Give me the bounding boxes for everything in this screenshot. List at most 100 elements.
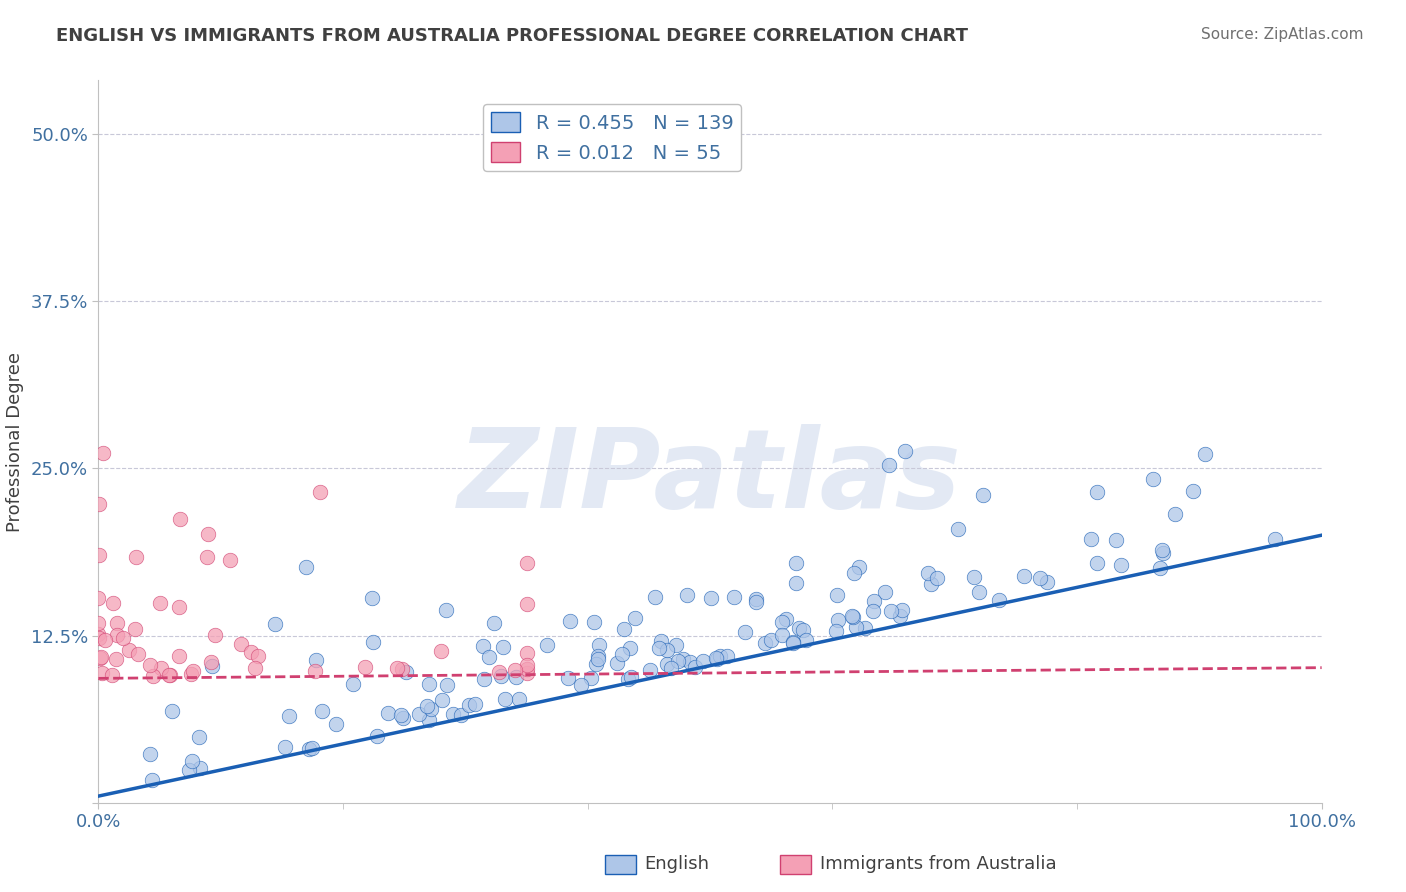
- Point: [103, 596, 125, 610]
- Point: [294, 560, 316, 574]
- Point: [782, 635, 804, 649]
- Point: [1029, 571, 1052, 585]
- Point: [665, 638, 688, 652]
- Point: [842, 566, 865, 580]
- Point: [1194, 447, 1216, 461]
- Point: [218, 552, 240, 566]
- Y-axis label: Professional Degree: Professional Degree: [6, 351, 24, 532]
- Point: [655, 643, 678, 657]
- Point: [111, 632, 134, 646]
- Point: [716, 648, 738, 663]
- Point: [159, 668, 181, 682]
- Point: [515, 665, 537, 680]
- Point: [167, 649, 190, 664]
- Point: [181, 754, 204, 768]
- Point: [90, 650, 112, 665]
- Point: [873, 585, 896, 599]
- Point: [89, 651, 111, 665]
- Point: [772, 615, 794, 629]
- Point: [794, 633, 817, 648]
- Point: [100, 668, 122, 682]
- Point: [785, 556, 807, 570]
- Point: [264, 616, 287, 631]
- Point: [683, 659, 706, 673]
- Point: [704, 651, 727, 665]
- Point: [775, 611, 797, 625]
- Point: [418, 714, 440, 728]
- Point: [278, 709, 301, 723]
- Point: [141, 668, 163, 682]
- Point: [416, 699, 439, 714]
- Point: [650, 633, 672, 648]
- Point: [169, 512, 191, 526]
- Point: [366, 729, 388, 743]
- Point: [785, 576, 807, 591]
- Point: [361, 635, 384, 649]
- Point: [946, 522, 969, 536]
- Point: [699, 591, 721, 605]
- Point: [229, 637, 252, 651]
- Point: [243, 661, 266, 675]
- Point: [617, 673, 640, 687]
- Point: [744, 591, 766, 606]
- Point: [723, 590, 745, 604]
- Text: English: English: [644, 855, 709, 873]
- Point: [1142, 472, 1164, 486]
- Point: [204, 628, 226, 642]
- Point: [927, 570, 949, 584]
- Point: [606, 657, 628, 671]
- Point: [515, 646, 537, 660]
- Point: [706, 652, 728, 666]
- Point: [503, 663, 526, 677]
- Point: [494, 691, 516, 706]
- Point: [744, 595, 766, 609]
- Point: [181, 664, 204, 678]
- Point: [488, 665, 510, 679]
- Point: [505, 670, 527, 684]
- Point: [585, 657, 607, 672]
- Point: [1012, 569, 1035, 583]
- Point: [157, 668, 180, 682]
- Point: [91, 446, 114, 460]
- Point: [472, 673, 495, 687]
- Point: [200, 658, 222, 673]
- Point: [177, 763, 200, 777]
- Point: [441, 706, 464, 721]
- Point: [841, 609, 863, 624]
- Point: [167, 600, 190, 615]
- Point: [967, 585, 990, 599]
- Point: [149, 596, 172, 610]
- Point: [408, 707, 430, 722]
- Point: [827, 613, 849, 627]
- Point: [579, 672, 602, 686]
- Point: [862, 604, 884, 618]
- Point: [921, 577, 943, 591]
- Point: [361, 591, 384, 605]
- Point: [734, 624, 756, 639]
- Point: [107, 627, 129, 641]
- Point: [118, 643, 141, 657]
- Point: [436, 678, 458, 692]
- Point: [880, 604, 903, 618]
- Point: [1264, 533, 1286, 547]
- Point: [87, 616, 110, 631]
- Text: ZIPatlas: ZIPatlas: [458, 425, 962, 531]
- Legend: R = 0.455   N = 139, R = 0.012   N = 55: R = 0.455 N = 139, R = 0.012 N = 55: [484, 104, 741, 170]
- Point: [792, 623, 814, 637]
- Point: [458, 698, 481, 713]
- Point: [644, 590, 666, 604]
- Point: [515, 556, 537, 570]
- Point: [588, 638, 610, 652]
- Point: [582, 615, 605, 630]
- Point: [139, 747, 162, 761]
- Point: [963, 570, 986, 584]
- Point: [124, 622, 146, 636]
- Point: [87, 549, 110, 563]
- Point: [877, 458, 900, 473]
- Point: [298, 741, 321, 756]
- Point: [1080, 532, 1102, 546]
- Point: [150, 661, 173, 675]
- Point: [508, 692, 530, 706]
- Point: [489, 669, 512, 683]
- Point: [827, 588, 849, 602]
